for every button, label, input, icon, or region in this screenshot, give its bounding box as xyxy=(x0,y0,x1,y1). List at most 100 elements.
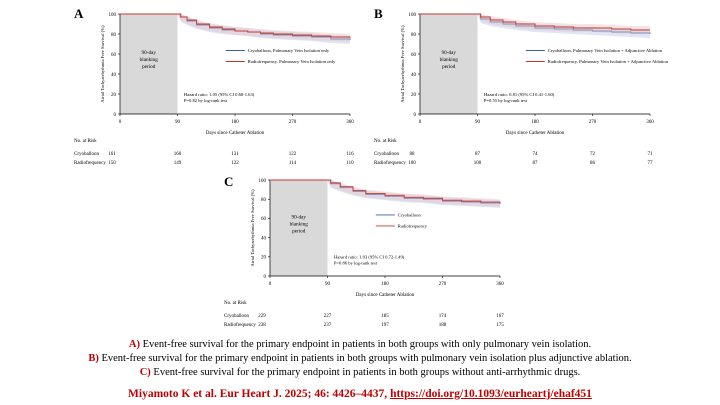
chart-b-y-tick-label: 100 xyxy=(409,13,417,18)
chart-c-x-tick-label: 270 xyxy=(439,282,447,287)
caption-c-label: C) xyxy=(139,367,151,378)
chart-b-x-tick-label: 360 xyxy=(646,120,654,125)
chart-c-blanking-label: 90-day xyxy=(292,214,307,220)
chart-b-x-tick-label: 90 xyxy=(475,120,481,125)
chart-c-risk-value: 229 xyxy=(258,314,266,319)
caption-c: C) Event-free survival for the primary e… xyxy=(0,366,720,380)
chart-b-blanking-region xyxy=(420,14,478,114)
chart-a-y-tick-label: 100 xyxy=(109,13,117,18)
caption-b-label: B) xyxy=(88,353,99,364)
chart-c-risk-row-label: Radiofrequency xyxy=(224,323,256,328)
chart-c-legend-cryoballoon-label: Cryoballoon xyxy=(398,212,422,217)
chart-b-blanking-label: blanking xyxy=(440,57,459,63)
chart-b-risk-row-label: Radiofrequency xyxy=(374,161,406,166)
chart-a-y-axis-label: Atrial Tachyarrhythmia Free Survival (%) xyxy=(100,25,105,103)
chart-a-blanking-label: blanking xyxy=(140,57,159,63)
chart-a-risk-value: 149 xyxy=(174,161,182,166)
chart-b-y-tick-label: 40 xyxy=(411,73,417,78)
chart-a-y-tick-label: 60 xyxy=(111,53,117,58)
chart-a-risk-title: No. at Risk xyxy=(74,139,97,144)
caption-c-text: Event-free survival for the primary endp… xyxy=(153,367,581,378)
chart-c-y-tick-label: 0 xyxy=(264,275,267,280)
chart-a-risk-row-label: Cryoballoon xyxy=(74,152,99,157)
chart-b-risk-value: 87 xyxy=(533,161,539,166)
chart-a-legend-cryoballoon-label: Cryoballoon, Pulmonary Vein Isolation on… xyxy=(248,48,330,54)
chart-a-x-axis-label: Days since Catheter Ablation xyxy=(206,131,265,136)
chart-a-risk-value: 161 xyxy=(108,152,116,157)
chart-c-risk-value: 227 xyxy=(324,314,332,319)
chart-b-risk-value: 72 xyxy=(590,152,596,157)
chart-a-y-tick-label: 40 xyxy=(111,73,117,78)
chart-a-blanking-label: period xyxy=(142,64,156,70)
citation-doi-link[interactable]: https://doi.org/10.1093/eurheartj/ehaf45… xyxy=(390,388,592,400)
chart-c-risk-value: 238 xyxy=(258,323,266,328)
chart-b-risk-row-label: Cryoballoon xyxy=(374,152,399,157)
chart-a-x-tick-label: 270 xyxy=(289,120,297,125)
chart-b-hazard-annotation: P=0.55 by log-rank test xyxy=(484,98,528,103)
caption-a-label: A) xyxy=(128,339,140,350)
chart-b-blanking-label: period xyxy=(442,64,456,70)
chart-c-y-tick-label: 60 xyxy=(261,217,267,222)
chart-b-risk-value: 86 xyxy=(590,161,596,166)
chart-c-risk-title: No. at Risk xyxy=(224,301,247,306)
chart-b-risk-value: 71 xyxy=(648,152,654,157)
chart-b-x-tick-label: 270 xyxy=(589,120,597,125)
caption-b: B) Event-free survival for the primary e… xyxy=(0,352,720,366)
chart-c-y-tick-label: 80 xyxy=(261,198,267,203)
chart-b-risk-value: 100 xyxy=(408,161,416,166)
chart-b-cryoballoon-line xyxy=(420,13,651,34)
chart-a-x-tick-label: 180 xyxy=(231,120,239,125)
chart-c-x-tick-label: 360 xyxy=(496,282,504,287)
panel-a: A 90-day blanking period 0 20 40 60 80 100 Atrial … xyxy=(68,6,368,179)
chart-a-panel-letter: A xyxy=(74,6,84,21)
chart-a-risk-value: 122 xyxy=(289,152,297,157)
chart-a-risk-value: 110 xyxy=(346,161,354,166)
citation: Miyamoto K et al. Eur Heart J. 2025; 46:… xyxy=(0,388,720,400)
chart-b-risk-value: 100 xyxy=(474,161,482,166)
panel-b: B 90-day blanking period 0 20 40 60 80 100 Atrial … xyxy=(368,6,669,179)
chart-b-legend-radiofrequency-label: Radiofrequency, Pulmonary Vein Isolation… xyxy=(548,59,668,65)
chart-c-blanking-region xyxy=(270,180,328,276)
chart-a-risk-value: 150 xyxy=(108,161,116,166)
chart-c-radiofrequency-line xyxy=(270,179,501,204)
chart-b-x-axis-label: Days since Catheter Ablation xyxy=(506,131,565,136)
chart-a-y-tick-label: 80 xyxy=(111,33,117,38)
chart-c-panel-letter: C xyxy=(224,174,233,189)
caption-b-text: Event-free survival for the primary endp… xyxy=(101,353,632,364)
chart-a-risk-value: 131 xyxy=(231,152,239,157)
chart-a-radiofrequency-line xyxy=(120,13,351,38)
chart-b-blanking-label: 90-day xyxy=(442,50,457,56)
chart-c-risk-value: 237 xyxy=(324,323,332,328)
chart-b-legend-cryoballoon-label: Cryoballoon, Pulmonary Vein Isolation + … xyxy=(548,48,663,54)
chart-a-hazard-annotation: Hazard ratio: 1.05 (95% CI 0.68-1.63) xyxy=(184,92,255,97)
chart-a-y-tick-label: 0 xyxy=(114,113,117,118)
chart-c-y-tick-label: 20 xyxy=(261,256,267,261)
chart-c-hazard-annotation: Hazard ratio: 1.03 (95% CI 0.72-1.49) xyxy=(334,255,405,260)
chart-c-risk-value: 197 xyxy=(381,323,389,328)
chart-c-x-axis-label: Days since Catheter Ablation xyxy=(356,293,415,298)
chart-b-y-tick-label: 20 xyxy=(411,93,417,98)
chart-c-hazard-annotation: P=0.86 by log-rank test xyxy=(334,261,378,266)
chart-a-x-tick-label: 0 xyxy=(119,120,122,125)
chart-a-risk-value: 114 xyxy=(289,161,297,166)
chart-b-panel-letter: B xyxy=(374,6,383,21)
chart-a-risk-value: 116 xyxy=(346,152,354,157)
chart-b-y-tick-label: 0 xyxy=(414,113,417,118)
chart-c-risk-row-label: Cryoballoon xyxy=(224,314,249,319)
chart-a-x-tick-label: 360 xyxy=(346,120,354,125)
chart-c-risk-value: 185 xyxy=(381,314,389,319)
chart-c-risk-value: 188 xyxy=(439,323,447,328)
chart-b-y-tick-label: 60 xyxy=(411,53,417,58)
chart-c-x-tick-label: 0 xyxy=(269,282,272,287)
chart-a-risk-value: 122 xyxy=(231,161,239,166)
chart-b-risk-value: 77 xyxy=(648,161,654,166)
chart-b-radiofrequency-line xyxy=(420,13,650,31)
chart-b-y-axis-label: Atrial Tachyarrhythmia Free Survival (%) xyxy=(400,25,405,103)
chart-a-blanking-label: 90-day xyxy=(142,50,157,56)
chart-c-y-tick-label: 40 xyxy=(261,236,267,241)
chart-a-legend-radiofrequency-label: Radiofrequency, Pulmonary Vein Isolation… xyxy=(248,59,336,65)
chart-c-blanking-label: blanking xyxy=(290,221,309,227)
chart-b-risk-value: 74 xyxy=(533,152,539,157)
